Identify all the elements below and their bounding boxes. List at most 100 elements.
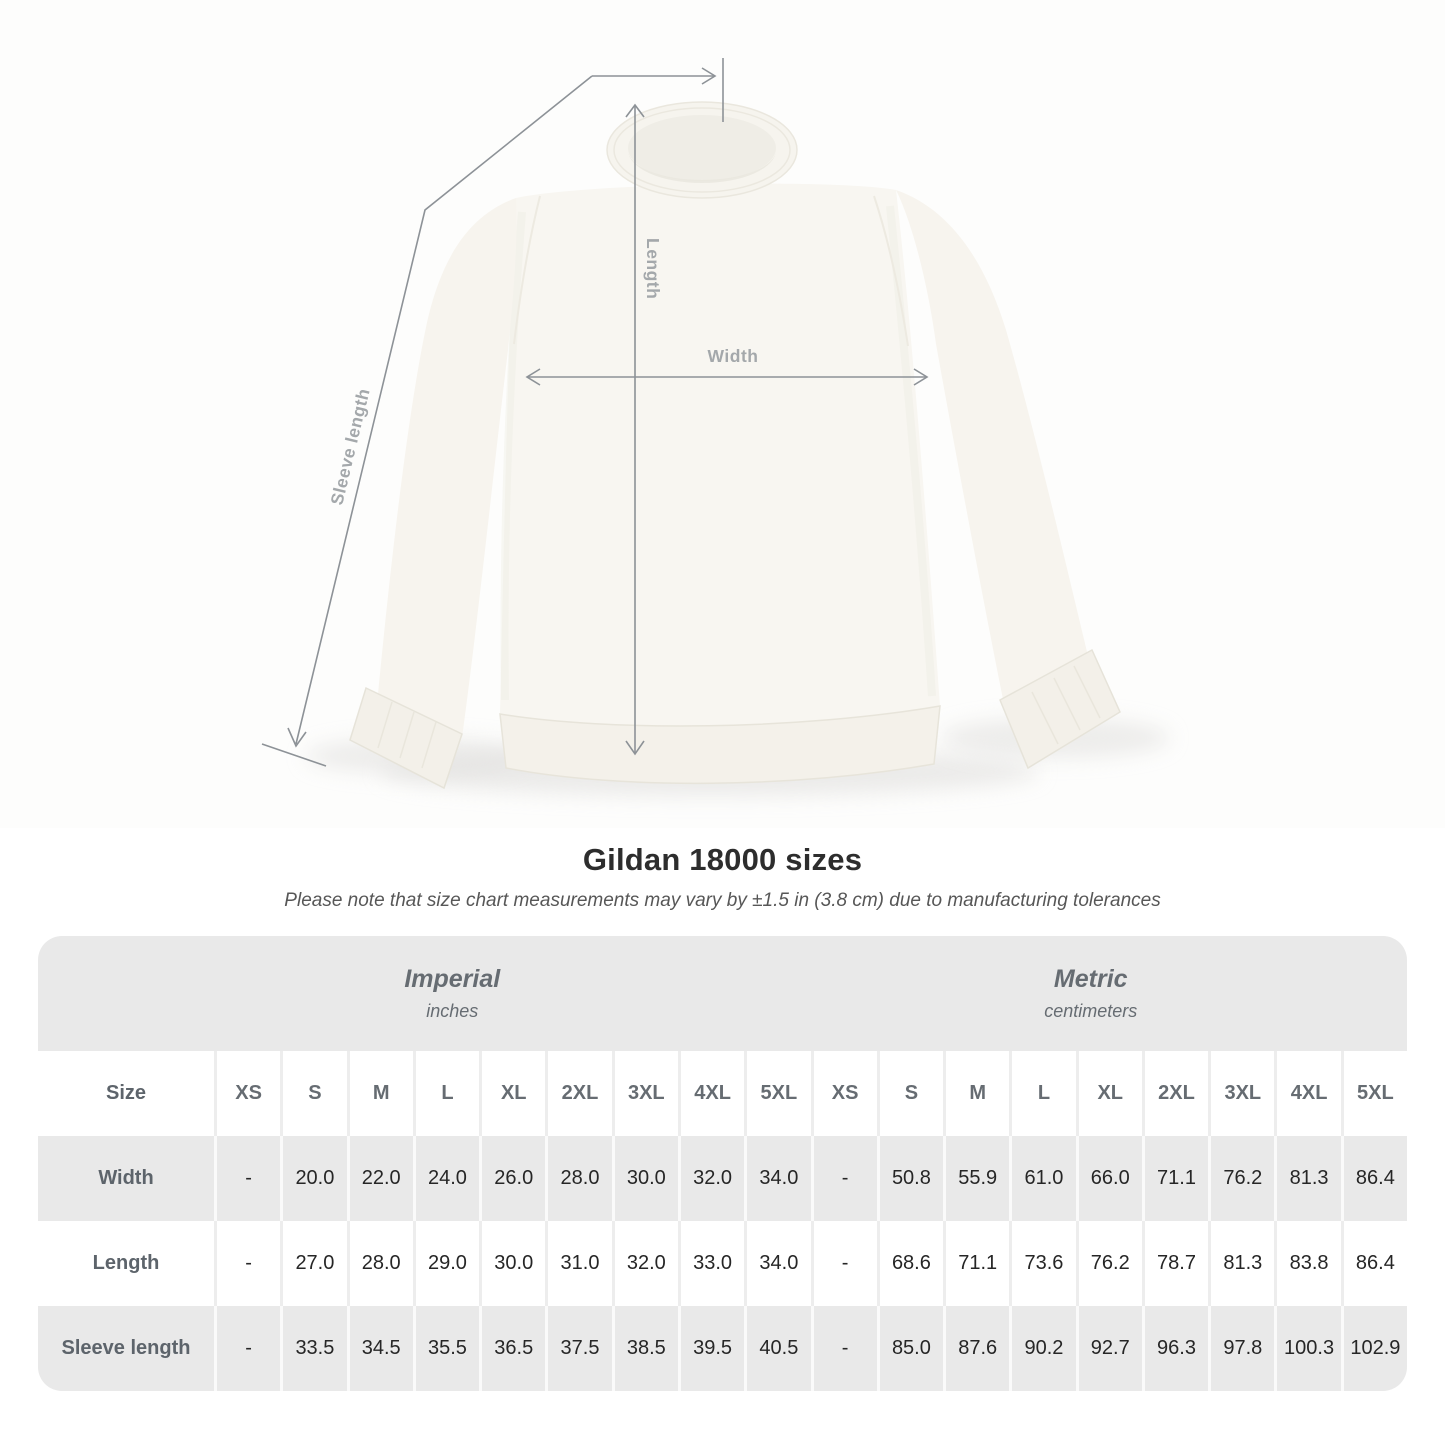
cell-length-metric-4xl: 83.8 xyxy=(1274,1221,1340,1306)
tolerance-note: Please note that size chart measurements… xyxy=(284,890,1161,911)
measurement-lines xyxy=(261,58,929,767)
size-col-imperial-2xl: 2XL xyxy=(545,1051,611,1136)
size-col-metric-xl: XL xyxy=(1075,1051,1142,1136)
size-col-metric-m: M xyxy=(943,1051,1009,1136)
cell-width-imperial-l: 24.0 xyxy=(412,1136,479,1221)
cell-width-metric-l: 61.0 xyxy=(1009,1136,1075,1221)
cell-length-imperial-xl: 30.0 xyxy=(479,1221,545,1306)
cell-sleeve-length-metric-2xl: 96.3 xyxy=(1141,1306,1208,1391)
size-col-metric-5xl: 5XL xyxy=(1340,1051,1407,1136)
cell-length-metric-s: 68.6 xyxy=(876,1221,943,1306)
cell-width-imperial-2xl: 28.0 xyxy=(545,1136,611,1221)
cell-length-metric-2xl: 78.7 xyxy=(1141,1221,1208,1306)
size-col-metric-2xl: 2XL xyxy=(1141,1051,1208,1136)
cell-sleeve-length-imperial-3xl: 38.5 xyxy=(611,1306,678,1391)
size-col-imperial-4xl: 4XL xyxy=(677,1051,744,1136)
cell-width-metric-m: 55.9 xyxy=(943,1136,1009,1221)
metric-name: Metric xyxy=(1053,965,1128,993)
cell-sleeve-length-imperial-4xl: 39.5 xyxy=(677,1306,744,1391)
size-col-metric-4xl: 4XL xyxy=(1274,1051,1340,1136)
width-label: Width xyxy=(708,346,759,366)
cell-length-imperial-m: 28.0 xyxy=(346,1221,413,1306)
page-title: Gildan 18000 sizes xyxy=(582,842,863,877)
cell-sleeve-length-metric-l: 90.2 xyxy=(1009,1306,1075,1391)
cell-sleeve-length-metric-4xl: 100.3 xyxy=(1274,1306,1340,1391)
size-col-imperial-xl: XL xyxy=(479,1051,545,1136)
cell-sleeve-length-metric-3xl: 97.8 xyxy=(1208,1306,1274,1391)
size-header-row: Size XS S M L XL 2XL 3XL 4XL 5XL XS S M L XL 2XL 3XL 4XL 5… xyxy=(38,1051,1407,1136)
cell-sleeve-length-imperial-2xl: 37.5 xyxy=(545,1306,611,1391)
sleeve-length-arrow xyxy=(261,75,593,767)
size-col-imperial-xs: XS xyxy=(214,1051,280,1136)
cell-length-metric-m: 71.1 xyxy=(943,1221,1009,1306)
cell-width-imperial-4xl: 32.0 xyxy=(677,1136,744,1221)
cell-sleeve-length-metric-m: 87.6 xyxy=(943,1306,1009,1391)
top-reference-arrow xyxy=(592,58,724,122)
length-arrow xyxy=(625,103,645,756)
cell-length-imperial-xs: - xyxy=(214,1221,280,1306)
sweatshirt-body xyxy=(349,101,1121,790)
size-col-metric-3xl: 3XL xyxy=(1208,1051,1274,1136)
cell-length-metric-5xl: 86.4 xyxy=(1340,1221,1407,1306)
size-col-imperial-s: S xyxy=(280,1051,346,1136)
cell-sleeve-length-imperial-5xl: 40.5 xyxy=(744,1306,810,1391)
sleeve-length-row: Sleeve length -33.5 34.5 35.5 36.5 37.5 38.5 39… xyxy=(38,1306,1407,1391)
cell-width-metric-5xl: 86.4 xyxy=(1340,1136,1407,1221)
cell-sleeve-length-metric-5xl: 102.9 xyxy=(1340,1306,1407,1391)
size-col-imperial-3xl: 3XL xyxy=(611,1051,678,1136)
metric-header: Metric centimeters xyxy=(811,936,1408,1051)
cell-width-metric-xl: 66.0 xyxy=(1075,1136,1142,1221)
cell-length-imperial-l: 29.0 xyxy=(412,1221,479,1306)
cell-sleeve-length-imperial-xs: - xyxy=(214,1306,280,1391)
cell-sleeve-length-imperial-m: 34.5 xyxy=(346,1306,413,1391)
size-header-row-label: Size xyxy=(105,1082,147,1104)
size-chart-page: Length Width Sleeve length Gildan 18000 … xyxy=(0,58,1445,1391)
cell-sleeve-length-metric-xl: 92.7 xyxy=(1075,1306,1142,1391)
size-col-imperial-5xl: 5XL xyxy=(744,1051,810,1136)
cell-width-metric-4xl: 81.3 xyxy=(1274,1136,1340,1221)
cell-sleeve-length-imperial-s: 33.5 xyxy=(280,1306,346,1391)
cell-length-metric-l: 73.6 xyxy=(1009,1221,1075,1306)
size-col-metric-s: S xyxy=(876,1051,943,1136)
width-arrow xyxy=(525,368,929,386)
cell-width-metric-3xl: 76.2 xyxy=(1208,1136,1274,1221)
cell-width-imperial-5xl: 34.0 xyxy=(744,1136,810,1221)
cell-length-imperial-4xl: 33.0 xyxy=(677,1221,744,1306)
cell-length-imperial-2xl: 31.0 xyxy=(545,1221,611,1306)
length-label: Length xyxy=(643,238,663,299)
cell-length-metric-xs: - xyxy=(810,1221,877,1306)
cell-sleeve-length-metric-s: 85.0 xyxy=(876,1306,943,1391)
cell-width-metric-xs: - xyxy=(810,1136,877,1221)
sleeve-length-row-label: Sleeve length xyxy=(61,1337,191,1359)
cell-width-metric-s: 50.8 xyxy=(876,1136,943,1221)
size-col-metric-l: L xyxy=(1009,1051,1075,1136)
cell-width-imperial-m: 22.0 xyxy=(346,1136,413,1221)
cell-length-metric-3xl: 81.3 xyxy=(1208,1221,1274,1306)
size-table-rows: Size XS S M L XL 2XL 3XL 4XL 5XL XS S M L XL 2XL 3XL 4XL 5… xyxy=(38,1051,1407,1391)
size-col-metric-xs: XS xyxy=(810,1051,877,1136)
cell-width-imperial-xs: - xyxy=(214,1136,280,1221)
size-col-imperial-l: L xyxy=(412,1051,479,1136)
cell-sleeve-length-metric-xs: - xyxy=(810,1306,877,1391)
cell-width-metric-2xl: 71.1 xyxy=(1141,1136,1208,1221)
size-table: Imperial inches Metric centimeters Size X… xyxy=(38,936,1407,1391)
cell-sleeve-length-imperial-xl: 36.5 xyxy=(479,1306,545,1391)
imperial-name: Imperial xyxy=(404,965,501,993)
cell-length-imperial-5xl: 34.0 xyxy=(744,1221,810,1306)
cell-length-metric-xl: 76.2 xyxy=(1075,1221,1142,1306)
unit-header-band: Imperial inches Metric centimeters xyxy=(38,936,1407,1051)
cell-width-imperial-3xl: 30.0 xyxy=(611,1136,678,1221)
width-row-label: Width xyxy=(98,1167,154,1189)
cell-length-imperial-3xl: 32.0 xyxy=(611,1221,678,1306)
sleeve-length-label: Sleeve length xyxy=(326,386,373,507)
caption: Gildan 18000 sizes Please note that size… xyxy=(0,842,1445,912)
cell-width-imperial-xl: 26.0 xyxy=(479,1136,545,1221)
cell-sleeve-length-imperial-l: 35.5 xyxy=(412,1306,479,1391)
width-row: Width -20.0 22.0 24.0 26.0 28.0 30.0 32.0 34.0-5… xyxy=(38,1136,1407,1221)
imperial-unit: inches xyxy=(426,1001,479,1021)
cell-length-imperial-s: 27.0 xyxy=(280,1221,346,1306)
length-row-label: Length xyxy=(92,1252,160,1274)
cell-width-imperial-s: 20.0 xyxy=(280,1136,346,1221)
size-col-imperial-m: M xyxy=(346,1051,413,1136)
imperial-header: Imperial inches xyxy=(38,936,811,1051)
